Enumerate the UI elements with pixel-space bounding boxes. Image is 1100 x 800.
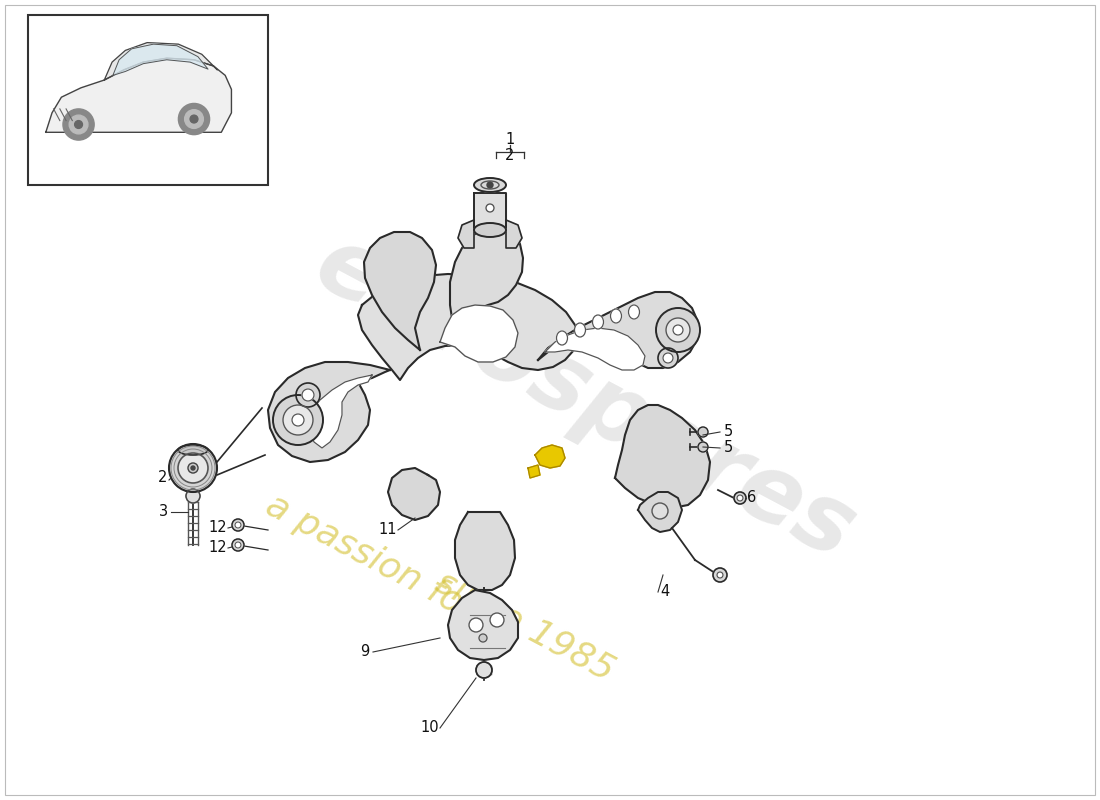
Polygon shape [448,590,518,660]
Text: 5: 5 [724,425,733,439]
Polygon shape [113,44,208,75]
Circle shape [232,519,244,531]
Polygon shape [458,220,474,248]
Polygon shape [104,42,218,80]
Ellipse shape [574,323,585,337]
Circle shape [656,308,700,352]
Circle shape [469,618,483,632]
Circle shape [188,463,198,473]
Circle shape [478,634,487,642]
Circle shape [273,395,323,445]
Polygon shape [364,232,436,350]
Ellipse shape [474,223,506,237]
Circle shape [734,492,746,504]
Polygon shape [268,362,390,462]
Circle shape [666,318,690,342]
Text: 5: 5 [724,441,733,455]
Circle shape [652,503,668,519]
Polygon shape [544,328,645,370]
Text: 3: 3 [158,505,167,519]
Circle shape [486,204,494,212]
Polygon shape [358,274,578,380]
Text: 6: 6 [747,490,757,506]
Circle shape [191,466,195,470]
Polygon shape [455,512,515,590]
Polygon shape [506,220,522,248]
Circle shape [63,109,95,140]
Polygon shape [615,405,710,508]
Bar [28,15,268,185]
Circle shape [658,348,678,368]
Circle shape [698,442,708,452]
Text: a passion for...: a passion for... [260,488,509,642]
Polygon shape [308,375,372,448]
Text: eurospares: eurospares [300,218,871,580]
Text: 9: 9 [361,645,370,659]
Polygon shape [538,292,698,368]
Text: 2: 2 [505,147,515,162]
Ellipse shape [557,331,568,345]
Polygon shape [46,58,231,132]
Circle shape [717,572,723,578]
Ellipse shape [628,305,639,319]
Polygon shape [450,226,522,345]
Text: 4: 4 [660,585,670,599]
Circle shape [487,182,493,188]
Ellipse shape [178,445,208,455]
Circle shape [663,353,673,363]
Polygon shape [388,468,440,520]
Circle shape [713,568,727,582]
Circle shape [190,115,198,123]
Polygon shape [474,193,506,230]
Text: 1: 1 [505,133,515,147]
Circle shape [75,121,82,128]
Circle shape [673,325,683,335]
Circle shape [186,489,200,503]
Circle shape [235,542,241,548]
Text: 11: 11 [378,522,397,538]
Circle shape [178,453,208,483]
Circle shape [698,427,708,437]
Text: 12: 12 [209,521,228,535]
Circle shape [292,414,304,426]
Text: 12: 12 [209,541,228,555]
Text: since 1985: since 1985 [430,564,620,687]
Text: 2: 2 [158,470,167,486]
Circle shape [302,389,313,401]
Polygon shape [638,492,682,532]
Circle shape [737,495,742,501]
Circle shape [490,613,504,627]
Polygon shape [440,305,518,362]
Circle shape [296,383,320,407]
Ellipse shape [593,315,604,329]
Polygon shape [528,465,540,478]
Text: 10: 10 [420,721,439,735]
Circle shape [185,110,204,128]
Ellipse shape [610,309,621,323]
Circle shape [235,522,241,528]
Ellipse shape [474,178,506,192]
Circle shape [169,444,217,492]
Circle shape [232,539,244,551]
Polygon shape [535,445,565,468]
Circle shape [476,662,492,678]
Circle shape [69,115,88,134]
Circle shape [283,405,313,435]
Circle shape [178,103,210,134]
